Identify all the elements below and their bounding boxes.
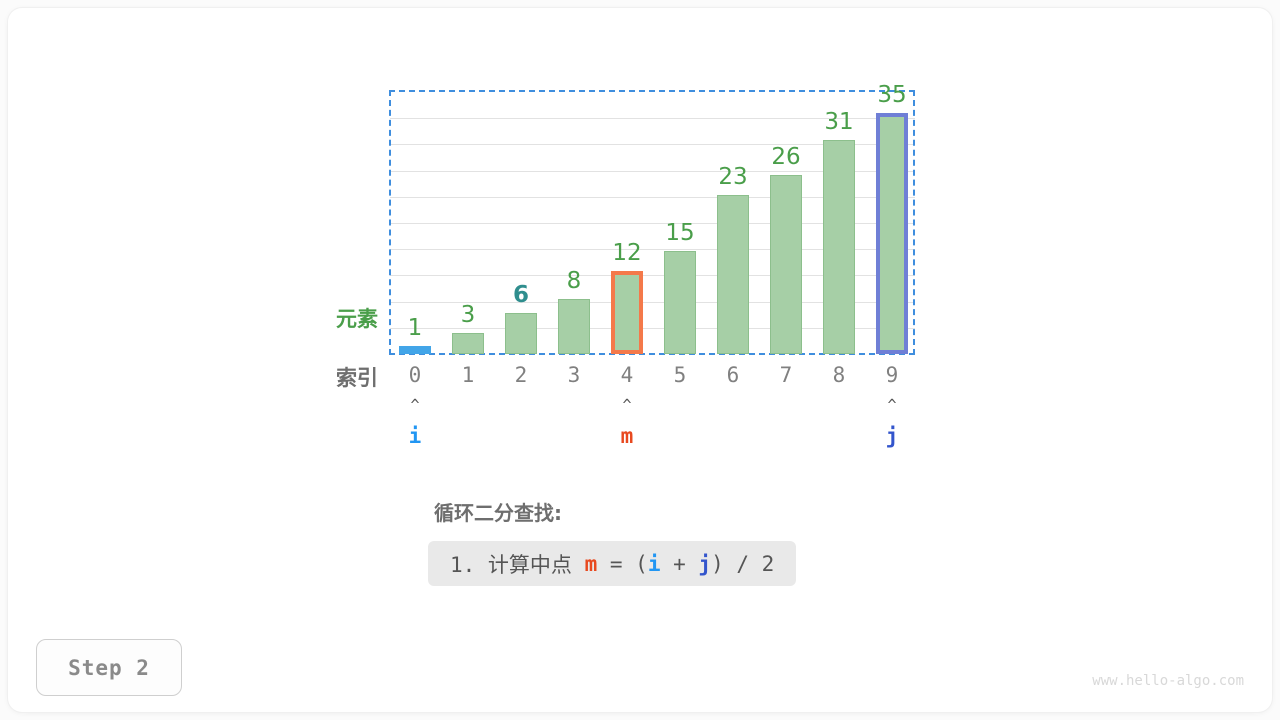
value-label-2: 6 <box>512 282 529 308</box>
gridline <box>390 197 915 198</box>
diagram-card <box>8 8 1272 712</box>
index-label-2: 2 <box>514 363 528 387</box>
bar-5 <box>664 251 696 354</box>
bar-0 <box>399 346 431 354</box>
gridline <box>390 144 915 145</box>
watermark: www.hello-algo.com <box>1092 673 1244 689</box>
formula-token-m: m <box>584 551 598 576</box>
pointer-label-m: m <box>620 424 634 448</box>
gridline <box>390 171 915 172</box>
step-badge: Step 2 <box>36 639 182 696</box>
index-label-7: 7 <box>779 363 793 387</box>
value-label-3: 8 <box>566 268 582 294</box>
gridline <box>390 275 915 276</box>
pointer-label-j: j <box>885 424 899 448</box>
value-label-0: 1 <box>407 315 423 341</box>
pointer-caret-i: ^ <box>410 396 420 414</box>
pointer-label-i: i <box>408 424 422 448</box>
plot-area <box>390 92 915 354</box>
gridline <box>390 328 915 329</box>
value-label-7: 26 <box>771 144 801 170</box>
bar-1 <box>452 333 484 354</box>
gridline <box>390 223 915 224</box>
index-label-4: 4 <box>620 363 634 387</box>
index-row-title: 索引 <box>336 366 378 390</box>
value-label-4: 12 <box>612 240 642 266</box>
bar-3 <box>558 299 590 354</box>
bar-6 <box>717 195 749 354</box>
index-label-5: 5 <box>673 363 687 387</box>
value-label-5: 15 <box>665 220 695 246</box>
bar-4 <box>611 271 643 354</box>
formula-suffix: ) / 2 <box>711 551 775 576</box>
index-label-8: 8 <box>832 363 846 387</box>
value-label-9: 35 <box>877 82 907 108</box>
value-label-1: 3 <box>460 302 476 328</box>
value-label-8: 31 <box>824 109 854 135</box>
caption-text: 循环二分查找: <box>434 501 562 525</box>
index-label-6: 6 <box>726 363 740 387</box>
bar-9 <box>876 113 908 354</box>
pointer-caret-j: ^ <box>887 396 897 414</box>
index-label-3: 3 <box>567 363 581 387</box>
gridline <box>390 249 915 250</box>
formula-eq: = ( <box>597 551 648 576</box>
formula-prefix: 1. 计算中点 <box>450 552 585 577</box>
gridline <box>390 118 915 119</box>
formula-token-i: i <box>647 551 661 576</box>
elements-row-title: 元素 <box>336 307 378 331</box>
index-label-9: 9 <box>885 363 899 387</box>
formula-token-j: j <box>698 551 712 576</box>
pointer-caret-m: ^ <box>622 396 632 414</box>
bar-2 <box>505 313 537 354</box>
index-label-0: 0 <box>408 363 422 387</box>
bar-8 <box>823 140 855 354</box>
bar-7 <box>770 175 802 354</box>
index-label-1: 1 <box>461 363 475 387</box>
formula-box: 1. 计算中点 m = (i + j) / 2 <box>428 541 797 586</box>
search-range-box <box>389 90 915 355</box>
gridline <box>390 302 915 303</box>
value-label-6: 23 <box>718 164 748 190</box>
formula-plus: + <box>660 551 699 576</box>
